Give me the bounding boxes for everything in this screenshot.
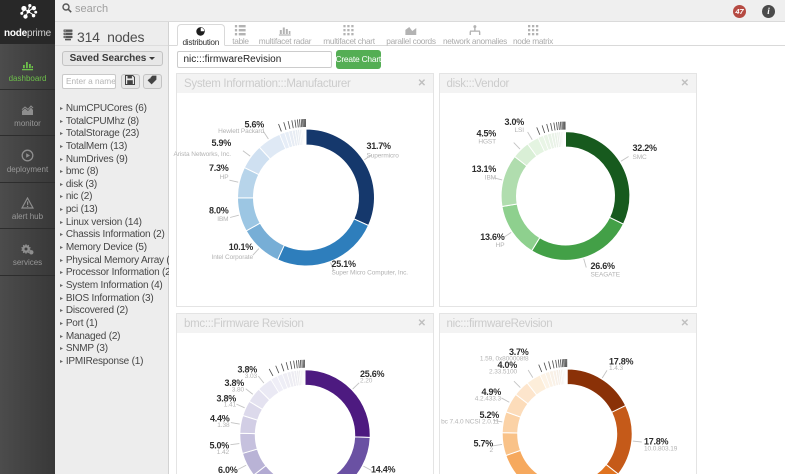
svg-text:bc 7.4.0 NCSI 2.0.11: bc 7.4.0 NCSI 2.0.11 [441, 419, 499, 426]
svg-text:1.59, 0x800008f8: 1.59, 0x800008f8 [480, 356, 529, 363]
svg-text:4.9%: 4.9% [481, 387, 501, 397]
svg-text:HP: HP [496, 242, 505, 249]
svg-text:2.20: 2.20 [360, 378, 373, 385]
svg-text:32.2%: 32.2% [633, 143, 658, 153]
svg-text:10.1%: 10.1% [229, 242, 254, 252]
svg-text:1.4.3: 1.4.3 [609, 365, 623, 372]
svg-text:3.8%: 3.8% [237, 365, 257, 375]
svg-text:3.8%: 3.8% [224, 378, 244, 388]
svg-text:IBM: IBM [485, 175, 496, 182]
svg-text:LSI: LSI [515, 127, 525, 134]
svg-text:Hewlett Packard: Hewlett Packard [218, 128, 264, 135]
svg-text:SMC: SMC [633, 154, 648, 161]
svg-text:Super Micro Computer, Inc.: Super Micro Computer, Inc. [332, 270, 409, 277]
svg-text:SEAGATE: SEAGATE [591, 272, 621, 279]
svg-text:IBM: IBM [217, 216, 228, 223]
svg-text:Intel Corporate: Intel Corporate [212, 254, 254, 261]
svg-text:HP: HP [220, 174, 229, 181]
svg-text:1.42: 1.42 [217, 449, 230, 456]
svg-text:Arista Networks, Inc.: Arista Networks, Inc. [174, 151, 232, 158]
svg-text:25.6%: 25.6% [360, 369, 385, 379]
svg-text:4.4%: 4.4% [210, 414, 230, 424]
svg-text:5.7%: 5.7% [473, 439, 493, 449]
svg-text:1.41: 1.41 [224, 402, 237, 409]
svg-text:2.33.5100: 2.33.5100 [489, 369, 518, 376]
svg-text:5.0%: 5.0% [209, 441, 229, 451]
svg-text:13.1%: 13.1% [472, 164, 497, 174]
svg-text:3.7%: 3.7% [509, 347, 529, 357]
svg-text:3.0%: 3.0% [504, 117, 524, 127]
svg-text:17.8%: 17.8% [644, 437, 669, 447]
svg-text:31.7%: 31.7% [367, 141, 392, 151]
svg-text:HGST: HGST [478, 139, 496, 146]
svg-text:3.03: 3.03 [245, 373, 258, 380]
svg-text:17.8%: 17.8% [609, 357, 634, 367]
svg-text:5.2%: 5.2% [479, 410, 499, 420]
svg-text:1.38: 1.38 [217, 422, 230, 429]
svg-text:25.1%: 25.1% [332, 259, 357, 269]
svg-text:4.5%: 4.5% [476, 129, 496, 139]
svg-text:13.6%: 13.6% [480, 232, 505, 242]
svg-text:8.0%: 8.0% [209, 206, 229, 216]
svg-text:3.80: 3.80 [232, 387, 245, 394]
svg-text:10.0.803.19: 10.0.803.19 [644, 446, 678, 453]
svg-text:4.0%: 4.0% [497, 360, 517, 370]
svg-text:26.6%: 26.6% [591, 261, 616, 271]
svg-text:5.9%: 5.9% [211, 138, 231, 148]
svg-text:5.6%: 5.6% [244, 120, 264, 130]
svg-text:2: 2 [489, 447, 493, 454]
svg-text:3.8%: 3.8% [216, 394, 236, 404]
svg-text:7.3%: 7.3% [209, 163, 229, 173]
svg-text:14.4%: 14.4% [371, 465, 396, 474]
svg-text:Supermicro: Supermicro [367, 153, 400, 160]
svg-text:6.0%: 6.0% [218, 465, 238, 474]
svg-text:4.2.433.3: 4.2.433.3 [475, 396, 502, 403]
